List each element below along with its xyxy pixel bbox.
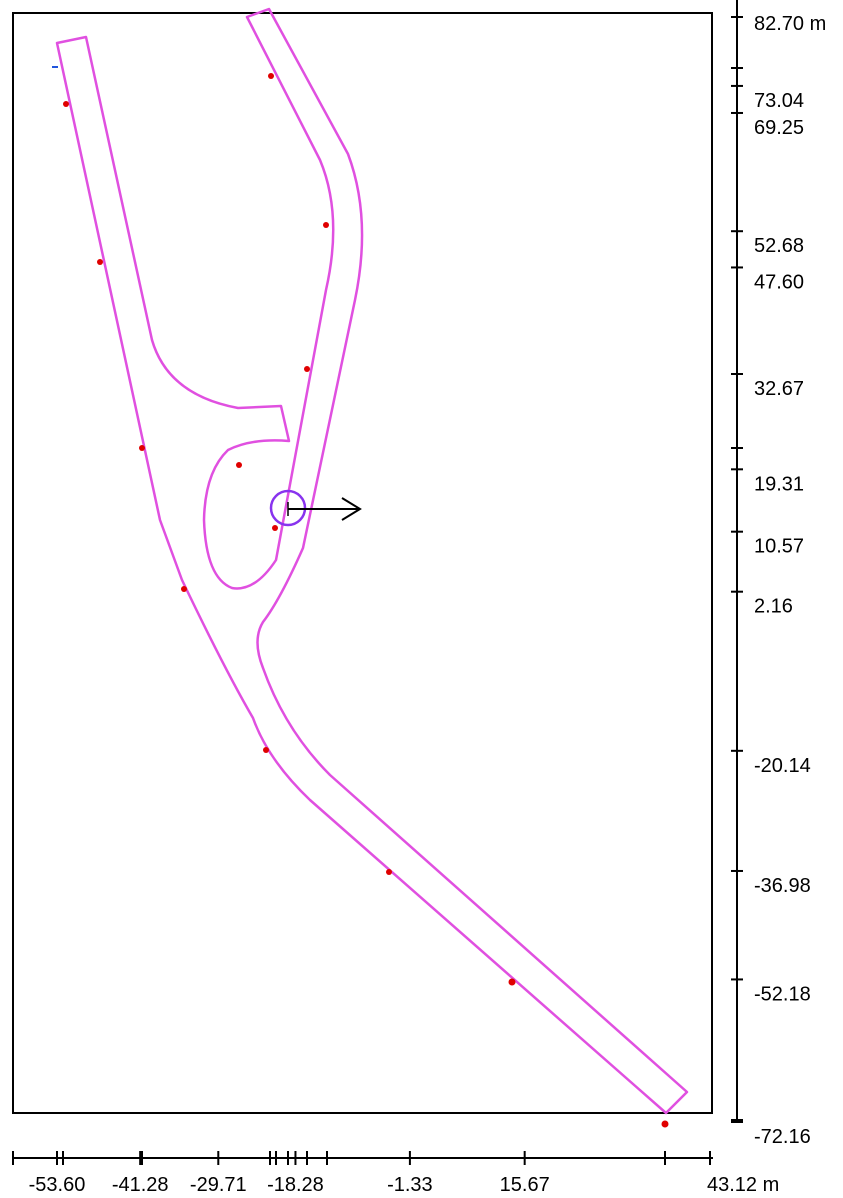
waypoint-marker[interactable] — [304, 366, 310, 372]
heading-arrow-icon — [341, 497, 362, 521]
y-tick-label: -72.16 — [754, 1126, 811, 1148]
waypoint-marker[interactable] — [268, 73, 274, 79]
y-tick-label: 10.57 — [754, 536, 804, 558]
y-tick-label: 32.67 — [754, 378, 804, 400]
x-axis: -53.60 -41.28 -29.71 -18.28 -1.33 15.67 43.12 … — [12, 1151, 779, 1196]
waypoint-marker[interactable] — [508, 978, 516, 986]
waypoint-marker[interactable] — [386, 869, 392, 875]
waypoint-markers — [63, 73, 669, 1128]
waypoint-marker[interactable] — [263, 747, 269, 753]
y-tick-label: 73.04 — [754, 90, 804, 112]
x-tick-label: -18.28 — [267, 1174, 324, 1196]
x-tick-label: -29.71 — [190, 1174, 247, 1196]
waypoint-marker[interactable] — [63, 101, 69, 107]
x-tick-label: -41.28 — [112, 1174, 169, 1196]
waypoint-marker[interactable] — [272, 525, 278, 531]
plot-frame — [12, 12, 713, 1114]
y-tick-label: 52.68 — [754, 235, 804, 257]
vehicle-cursor[interactable] — [269, 489, 362, 527]
waypoint-marker[interactable] — [139, 445, 145, 451]
waypoint-marker[interactable] — [323, 222, 329, 228]
waypoint-marker[interactable] — [661, 1120, 669, 1128]
waypoint-marker[interactable] — [236, 462, 242, 468]
x-tick-label: -1.33 — [387, 1174, 433, 1196]
y-tick-label: -36.98 — [754, 875, 811, 897]
y-tick-label: 19.31 — [754, 473, 804, 495]
track-outline — [55, 7, 689, 1115]
y-tick-label: 47.60 — [754, 271, 804, 293]
x-tick-label: -53.60 — [29, 1174, 86, 1196]
y-tick-label: -52.18 — [754, 983, 811, 1005]
x-tick-label: 43.12 m — [707, 1174, 779, 1196]
y-tick-label: 82.70 m — [754, 13, 826, 35]
y-tick-label: -20.14 — [754, 755, 811, 777]
y-tick-label: 2.16 — [754, 596, 793, 618]
x-tick-label: 15.67 — [500, 1174, 550, 1196]
y-axis: 82.70 m 73.04 69.25 52.68 47.60 32.67 19.31 10.… — [731, 0, 826, 1148]
waypoint-marker[interactable] — [97, 259, 103, 265]
waypoint-marker[interactable] — [181, 586, 187, 592]
y-tick-label: 69.25 — [754, 117, 804, 139]
